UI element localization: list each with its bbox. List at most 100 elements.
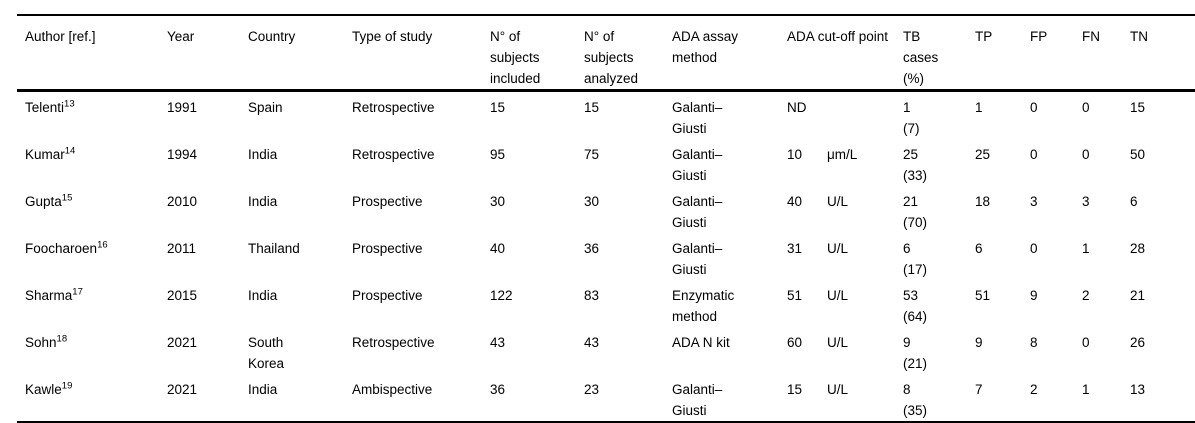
reference-superscript: 14 xyxy=(64,145,76,157)
reference-superscript: 17 xyxy=(72,286,83,298)
cell-fp: 0 xyxy=(1030,100,1038,115)
cell-fp: 8 xyxy=(1030,335,1038,350)
cell-ada-cutoff-point: 60 U/L xyxy=(787,327,903,374)
reference-superscript: 13 xyxy=(64,98,75,110)
cell-author: Sohn18 xyxy=(17,327,167,374)
cell-author: Sharma17 xyxy=(17,280,167,327)
cell-fn: 0 xyxy=(1082,147,1090,162)
cell-ada-assay-method: Galanti–Giusti xyxy=(672,100,723,136)
cell-ada-cutoff-point: ND xyxy=(787,91,903,140)
cutoff-value: 31 xyxy=(787,241,803,256)
author-name: Sohn xyxy=(25,335,57,350)
cell-subjects-analyzed: 36 xyxy=(584,241,600,256)
cell-subjects-analyzed: 23 xyxy=(584,382,600,397)
cell-subjects-included: 122 xyxy=(490,288,513,303)
cell-subjects-analyzed: 30 xyxy=(584,194,600,209)
column-header-fn: FN xyxy=(1082,15,1130,92)
table-header: Author [ref.] Year Country Type of study… xyxy=(17,15,1195,92)
cell-author: Kawle19 xyxy=(17,374,167,422)
table-row: Kumar14 1994 India Retrospective 95 75 G… xyxy=(17,139,1195,186)
column-header-year: Year xyxy=(167,15,248,92)
reference-superscript: 15 xyxy=(61,192,73,204)
cell-subjects-analyzed: 75 xyxy=(584,147,600,162)
cell-tp: 1 xyxy=(975,100,983,115)
cutoff-unit: U/L xyxy=(827,241,849,256)
table-row: Sohn18 2021 South Korea Retrospective 43… xyxy=(17,327,1195,374)
cutoff-value: 10 xyxy=(787,147,803,162)
tb-cases-percent: (7) xyxy=(903,121,920,136)
author-name: Gupta xyxy=(25,194,62,209)
tb-cases-count: 6 xyxy=(903,241,911,256)
cell-country: India xyxy=(248,288,278,303)
cell-tb-cases: 25 (33) xyxy=(903,139,975,186)
cell-subjects-included: 40 xyxy=(490,241,506,256)
cell-subjects-included: 30 xyxy=(490,194,506,209)
table-body: Telenti13 1991 Spain Retrospective 15 15… xyxy=(17,91,1195,423)
table-row: Telenti13 1991 Spain Retrospective 15 15… xyxy=(17,91,1195,140)
cell-year: 2021 xyxy=(167,382,198,397)
cell-author: Gupta15 xyxy=(17,186,167,233)
author-name: Kawle xyxy=(25,382,62,397)
cell-subjects-analyzed: 43 xyxy=(584,335,600,350)
cell-tb-cases: 53 (64) xyxy=(903,280,975,327)
cell-fn: 1 xyxy=(1082,382,1090,397)
tb-cases-percent: (17) xyxy=(903,262,928,277)
cell-subjects-included: 95 xyxy=(490,147,506,162)
cell-year: 2021 xyxy=(167,335,198,350)
cutoff-value: 15 xyxy=(787,382,803,397)
cell-year: 1994 xyxy=(167,147,198,162)
cell-type-of-study: Ambispective xyxy=(352,382,433,397)
tb-cases-percent: (64) xyxy=(903,309,928,324)
cell-year: 2015 xyxy=(167,288,198,303)
cell-tp: 25 xyxy=(975,147,991,162)
table-row: Kawle19 2021 India Ambispective 36 23 Ga… xyxy=(17,374,1195,422)
tb-cases-percent: (33) xyxy=(903,168,928,183)
cell-fp: 2 xyxy=(1030,382,1038,397)
cell-year: 2011 xyxy=(167,241,197,256)
cell-tb-cases: 6 (17) xyxy=(903,233,975,280)
cell-year: 2010 xyxy=(167,194,198,209)
cell-type-of-study: Retrospective xyxy=(352,335,435,350)
column-header-author: Author [ref.] xyxy=(17,15,167,92)
cell-tb-cases: 8 (35) xyxy=(903,374,975,422)
column-header-subjects-included: N° of subjects included xyxy=(490,15,584,92)
cell-ada-assay-method: Galanti–Giusti xyxy=(672,147,723,183)
cutoff-unit: U/L xyxy=(827,288,849,303)
cell-tp: 18 xyxy=(975,194,991,209)
cell-country: India xyxy=(248,382,278,397)
cutoff-unit: U/L xyxy=(827,194,849,209)
cutoff-value: 51 xyxy=(787,288,803,303)
cell-fp: 0 xyxy=(1030,241,1038,256)
column-header-type-of-study: Type of study xyxy=(352,15,490,92)
tb-cases-count: 1 xyxy=(903,100,911,115)
column-header-tn: TN xyxy=(1130,15,1195,92)
cell-tn: 13 xyxy=(1130,382,1146,397)
cell-type-of-study: Prospective xyxy=(352,288,423,303)
cell-type-of-study: Retrospective xyxy=(352,147,435,162)
cell-ada-assay-method: ADA N kit xyxy=(672,335,730,350)
cell-fn: 0 xyxy=(1082,335,1090,350)
cell-fp: 3 xyxy=(1030,194,1038,209)
cell-ada-cutoff-point: 51 U/L xyxy=(787,280,903,327)
reference-superscript: 18 xyxy=(56,333,68,345)
cell-country: Thailand xyxy=(248,241,300,256)
author-name: Foocharoen xyxy=(25,241,98,256)
cell-tn: 21 xyxy=(1130,288,1146,303)
cell-country: India xyxy=(248,194,278,209)
cell-ada-assay-method: Galanti–Giusti xyxy=(672,241,723,277)
cell-country: Spain xyxy=(248,100,283,115)
cell-country: India xyxy=(248,147,278,162)
cell-author: Kumar14 xyxy=(17,139,167,186)
cell-ada-cutoff-point: 15 U/L xyxy=(787,374,903,422)
header-row: Author [ref.] Year Country Type of study… xyxy=(17,15,1195,92)
cell-ada-cutoff-point: 10 μm/L xyxy=(787,139,903,186)
cell-fn: 1 xyxy=(1082,241,1090,256)
cell-subjects-included: 36 xyxy=(490,382,506,397)
study-table-container: Author [ref.] Year Country Type of study… xyxy=(17,14,1195,423)
cell-author: Foocharoen16 xyxy=(17,233,167,280)
cutoff-unit: U/L xyxy=(827,382,849,397)
author-name: Telenti xyxy=(25,100,65,115)
reference-superscript: 16 xyxy=(97,239,108,251)
cell-fp: 0 xyxy=(1030,147,1038,162)
cell-tn: 26 xyxy=(1130,335,1146,350)
